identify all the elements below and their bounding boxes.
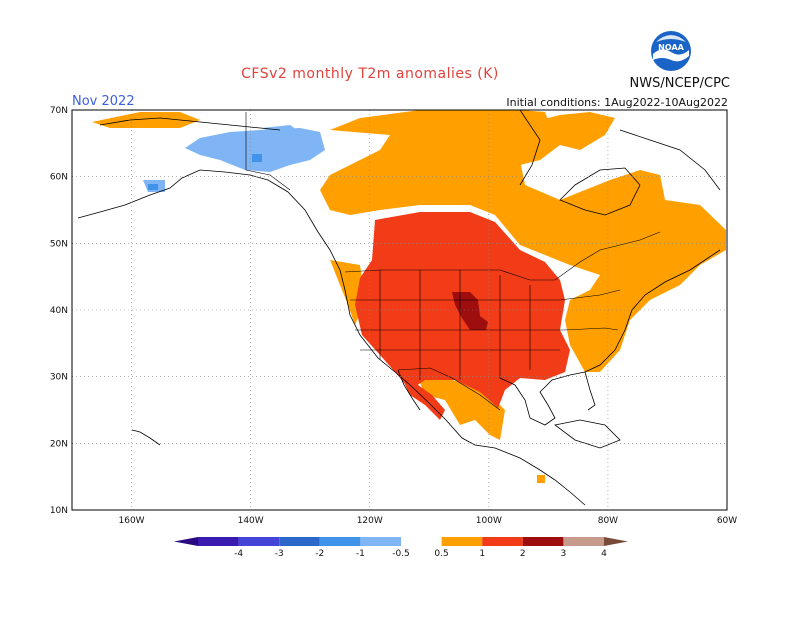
lon-tick-label: 120W <box>357 516 383 526</box>
colorbar: -4 -3 -2 -1 -0.5 0.5 1 2 3 4 <box>174 537 628 559</box>
colorbar-tick-label: -4 <box>234 549 243 559</box>
lon-tick-label: 100W <box>476 516 502 526</box>
lon-tick-label: 140W <box>238 516 264 526</box>
colorbar-segment <box>401 537 442 546</box>
lat-tick-label: 70N <box>50 106 68 116</box>
colorbar-segment <box>360 537 401 546</box>
lon-tick-labels: 160W 140W 120W 100W 80W 60W <box>119 516 738 526</box>
colorbar-tick-label: -3 <box>275 549 284 559</box>
lon-tick-label: 60W <box>717 516 737 526</box>
colorbar-tick-label: 1 <box>479 549 485 559</box>
colorbar-segment <box>239 537 280 546</box>
map-content <box>78 110 726 505</box>
colorbar-segment <box>442 537 483 546</box>
colorbar-tick-label: -2 <box>315 549 324 559</box>
colorbar-high-arrow <box>604 537 628 546</box>
lat-tick-labels: 10N 20N 30N 40N 50N 60N 70N <box>50 106 68 516</box>
lon-tick-label: 160W <box>119 516 145 526</box>
lat-tick-label: 60N <box>50 173 68 183</box>
lon-tick-label: 80W <box>598 516 618 526</box>
colorbar-segment <box>523 537 564 546</box>
colorbar-segment <box>563 537 604 546</box>
lat-tick-label: 30N <box>50 373 68 383</box>
lat-tick-label: 10N <box>50 506 68 516</box>
colorbar-segment <box>279 537 320 546</box>
anomaly-fill-negative <box>143 125 325 192</box>
lat-tick-label: 50N <box>50 239 68 249</box>
colorbar-segment <box>198 537 239 546</box>
colorbar-tick-label: 3 <box>561 549 567 559</box>
colorbar-tick-label: 0.5 <box>434 549 448 559</box>
lat-tick-label: 20N <box>50 439 68 449</box>
colorbar-tick-label: 4 <box>601 549 607 559</box>
colorbar-tick-label: 2 <box>520 549 526 559</box>
colorbar-tick-label: -1 <box>356 549 365 559</box>
colorbar-segment <box>320 537 361 546</box>
colorbar-tick-label: -0.5 <box>392 549 410 559</box>
colorbar-low-arrow <box>174 537 198 546</box>
colorbar-segment <box>482 537 523 546</box>
lat-tick-label: 40N <box>50 306 68 316</box>
